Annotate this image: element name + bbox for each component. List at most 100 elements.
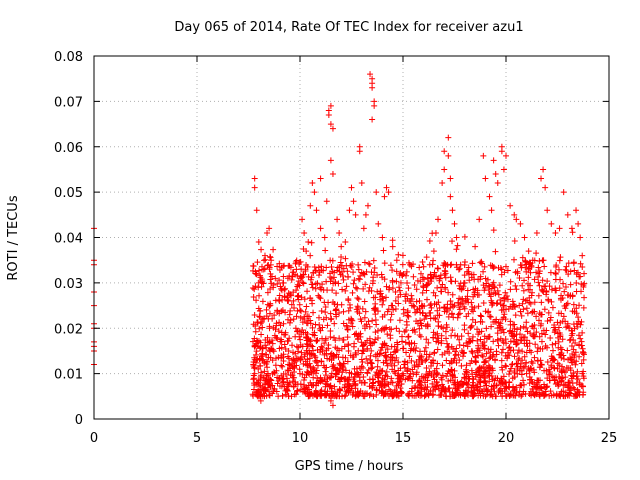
- dense-point: [446, 360, 453, 367]
- dense-point: [320, 316, 327, 323]
- dense-point: [370, 274, 377, 281]
- dense-point: [298, 266, 305, 273]
- dense-point: [379, 301, 386, 308]
- dense-point: [424, 372, 431, 379]
- data-point: [552, 229, 559, 236]
- data-point: [338, 243, 345, 250]
- dense-point: [316, 377, 323, 384]
- dense-point: [533, 391, 540, 398]
- dense-point: [462, 366, 469, 373]
- dense-point: [568, 343, 575, 350]
- dense-point: [394, 341, 401, 348]
- data-point: [336, 229, 343, 236]
- x-tick-label: 20: [498, 431, 515, 446]
- dense-point: [418, 388, 425, 395]
- dense-point: [342, 392, 349, 399]
- dense-point: [393, 354, 400, 361]
- dense-point: [416, 264, 423, 271]
- dense-point: [276, 266, 283, 273]
- dense-point: [257, 355, 264, 362]
- dense-point: [505, 344, 512, 351]
- dense-point: [350, 389, 357, 396]
- dense-point: [456, 336, 463, 343]
- dense-point: [467, 324, 474, 331]
- dense-point: [328, 370, 335, 377]
- dense-point: [447, 304, 454, 311]
- dense-point: [521, 340, 528, 347]
- dense-point: [285, 355, 292, 362]
- dense-point: [541, 306, 548, 313]
- dense-point: [438, 288, 445, 295]
- data-point: [369, 116, 376, 123]
- dense-point: [469, 389, 476, 396]
- data-point: [507, 202, 514, 209]
- dense-point: [513, 331, 520, 338]
- dense-point: [452, 374, 459, 381]
- dense-point: [381, 325, 388, 332]
- dense-point: [514, 363, 521, 370]
- dense-point: [274, 280, 281, 287]
- dense-point: [511, 256, 517, 263]
- dense-point: [513, 286, 520, 293]
- data-point: [500, 166, 507, 173]
- dense-point: [425, 354, 432, 361]
- dense-point: [424, 275, 431, 282]
- dense-point: [359, 358, 366, 365]
- dense-point: [373, 321, 380, 328]
- dense-point: [271, 385, 278, 392]
- dense-point: [374, 334, 381, 341]
- dense-point: [454, 242, 461, 249]
- dense-point: [311, 390, 318, 397]
- dense-point: [421, 386, 428, 393]
- dense-point: [551, 364, 558, 371]
- dense-point: [519, 391, 526, 398]
- dense-point: [416, 384, 423, 391]
- dense-point: [567, 379, 574, 386]
- dense-point: [336, 387, 343, 394]
- dense-point: [371, 265, 378, 272]
- dense-point: [555, 310, 562, 317]
- dense-point: [254, 319, 261, 326]
- dense-point: [266, 310, 273, 317]
- data-point: [416, 298, 423, 305]
- dense-point: [251, 311, 258, 318]
- dense-point: [389, 267, 396, 274]
- dense-point: [370, 257, 377, 264]
- dense-point: [458, 286, 465, 293]
- dense-point: [562, 266, 569, 273]
- data-point: [346, 207, 353, 214]
- dense-point: [398, 381, 405, 388]
- y-tick-label: 0.03: [54, 277, 83, 292]
- dense-point: [522, 264, 529, 271]
- dense-point: [298, 294, 305, 301]
- dense-point: [379, 293, 386, 300]
- dense-point: [516, 275, 523, 282]
- dense-point: [329, 363, 336, 370]
- dense-point: [374, 350, 381, 357]
- dense-point: [404, 375, 411, 382]
- dense-point: [555, 338, 562, 345]
- dense-point: [521, 277, 528, 284]
- dense-point: [544, 317, 551, 324]
- data-point: [560, 189, 567, 196]
- dense-point: [552, 340, 559, 347]
- dense-point: [483, 325, 490, 332]
- dense-point: [289, 342, 296, 349]
- dense-point: [264, 339, 271, 346]
- dense-point: [437, 391, 444, 398]
- data-point: [492, 170, 499, 177]
- dense-point: [567, 367, 574, 374]
- dense-point: [546, 366, 553, 373]
- dense-point: [556, 351, 563, 358]
- dense-point: [538, 338, 545, 345]
- dense-point: [426, 368, 433, 375]
- dense-point: [341, 381, 348, 388]
- dense-point: [287, 371, 294, 378]
- dense-point: [259, 298, 266, 305]
- dense-point: [480, 268, 487, 275]
- dense-point: [343, 262, 350, 269]
- dense-point: [279, 376, 286, 383]
- dense-point: [430, 334, 437, 341]
- dense-point: [271, 312, 278, 319]
